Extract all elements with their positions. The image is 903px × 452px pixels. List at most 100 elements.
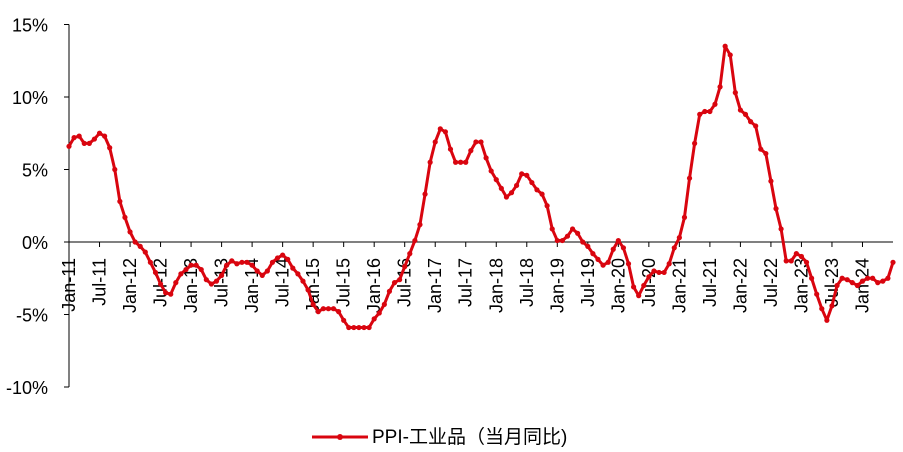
data-point (249, 262, 255, 268)
data-point (676, 235, 682, 241)
data-point (829, 303, 835, 309)
data-point (773, 206, 779, 212)
x-tick-label: Jan-19 (547, 258, 567, 313)
data-point (478, 139, 484, 145)
data-point (839, 275, 845, 281)
data-point (483, 155, 489, 161)
legend-label: PPI-工业品（当月同比) (372, 426, 567, 448)
data-point (661, 269, 667, 276)
data-point (590, 251, 596, 257)
x-tick-label: Jul-19 (578, 258, 598, 307)
data-point (809, 275, 815, 281)
data-point (407, 251, 413, 257)
data-point (427, 159, 433, 165)
data-point (137, 243, 143, 249)
data-point (834, 282, 840, 289)
y-tick-label: 5% (22, 161, 48, 181)
data-point (600, 262, 606, 268)
data-point (798, 253, 805, 260)
data-point (122, 214, 128, 220)
series-layer (66, 43, 896, 331)
data-point (610, 246, 616, 252)
data-point (412, 237, 418, 244)
data-point (564, 233, 571, 239)
data-point (107, 145, 113, 151)
data-point (615, 237, 621, 244)
data-point (117, 198, 123, 204)
data-point (458, 159, 464, 165)
y-tick-label: 10% (12, 88, 48, 108)
data-point (519, 171, 525, 177)
data-point (880, 278, 886, 284)
data-point (76, 133, 82, 139)
data-point (351, 324, 357, 331)
x-tick-label: Jul-16 (395, 258, 415, 307)
data-point (788, 258, 794, 264)
data-point (295, 271, 301, 277)
data-point (539, 191, 545, 197)
data-point (575, 230, 581, 236)
data-point (722, 43, 728, 49)
data-point (361, 324, 367, 331)
data-point (524, 172, 530, 178)
data-point (666, 261, 672, 267)
x-tick-label: Jan-21 (669, 258, 689, 313)
data-point (178, 271, 184, 277)
data-point (346, 324, 352, 331)
data-point (264, 268, 270, 274)
data-point (198, 266, 204, 273)
data-point (651, 268, 657, 274)
data-point (142, 249, 148, 255)
data-point (595, 256, 601, 262)
data-point (234, 261, 240, 267)
data-point (315, 309, 321, 315)
data-point (508, 190, 515, 196)
data-point (783, 258, 789, 264)
data-point (259, 272, 265, 278)
x-tick-label: Jan-24 (852, 258, 872, 313)
data-point (630, 284, 637, 290)
legend-marker-swatch (337, 434, 343, 440)
data-point (381, 301, 387, 307)
data-point (712, 101, 718, 107)
data-point (859, 278, 866, 284)
x-axis: Jan-11Jul-11Jan-12Jul-12Jan-13Jul-13Jan-… (59, 241, 893, 313)
data-point (503, 194, 510, 200)
data-point (213, 278, 220, 284)
legend: PPI-工业品（当月同比) (312, 426, 567, 448)
data-point (163, 290, 169, 296)
x-tick-label: Jul-18 (517, 258, 537, 307)
data-point (341, 317, 347, 323)
data-point (280, 252, 286, 258)
data-point (274, 255, 281, 261)
data-point (422, 191, 428, 197)
data-point (875, 280, 881, 286)
data-point (747, 119, 754, 125)
data-point (320, 306, 326, 312)
data-point (686, 175, 693, 181)
data-point (646, 274, 652, 280)
data-point (285, 256, 291, 262)
data-point (732, 90, 738, 96)
data-point (468, 148, 474, 154)
data-point (442, 129, 448, 135)
y-tick-label: 15% (12, 16, 48, 36)
data-point (152, 269, 159, 276)
data-point (707, 108, 713, 115)
data-point (239, 259, 245, 265)
data-point (793, 251, 799, 257)
data-point (824, 317, 830, 323)
data-point (498, 185, 504, 191)
data-point (580, 239, 586, 245)
data-point (356, 324, 362, 331)
data-point (849, 280, 855, 286)
data-point (493, 177, 499, 183)
x-tick-label: Jan-20 (608, 258, 628, 313)
data-point (371, 316, 377, 322)
data-point (229, 258, 235, 264)
x-tick-label: Jan-17 (425, 258, 445, 313)
data-point (870, 275, 876, 281)
data-point (692, 140, 698, 146)
data-point (300, 278, 306, 284)
